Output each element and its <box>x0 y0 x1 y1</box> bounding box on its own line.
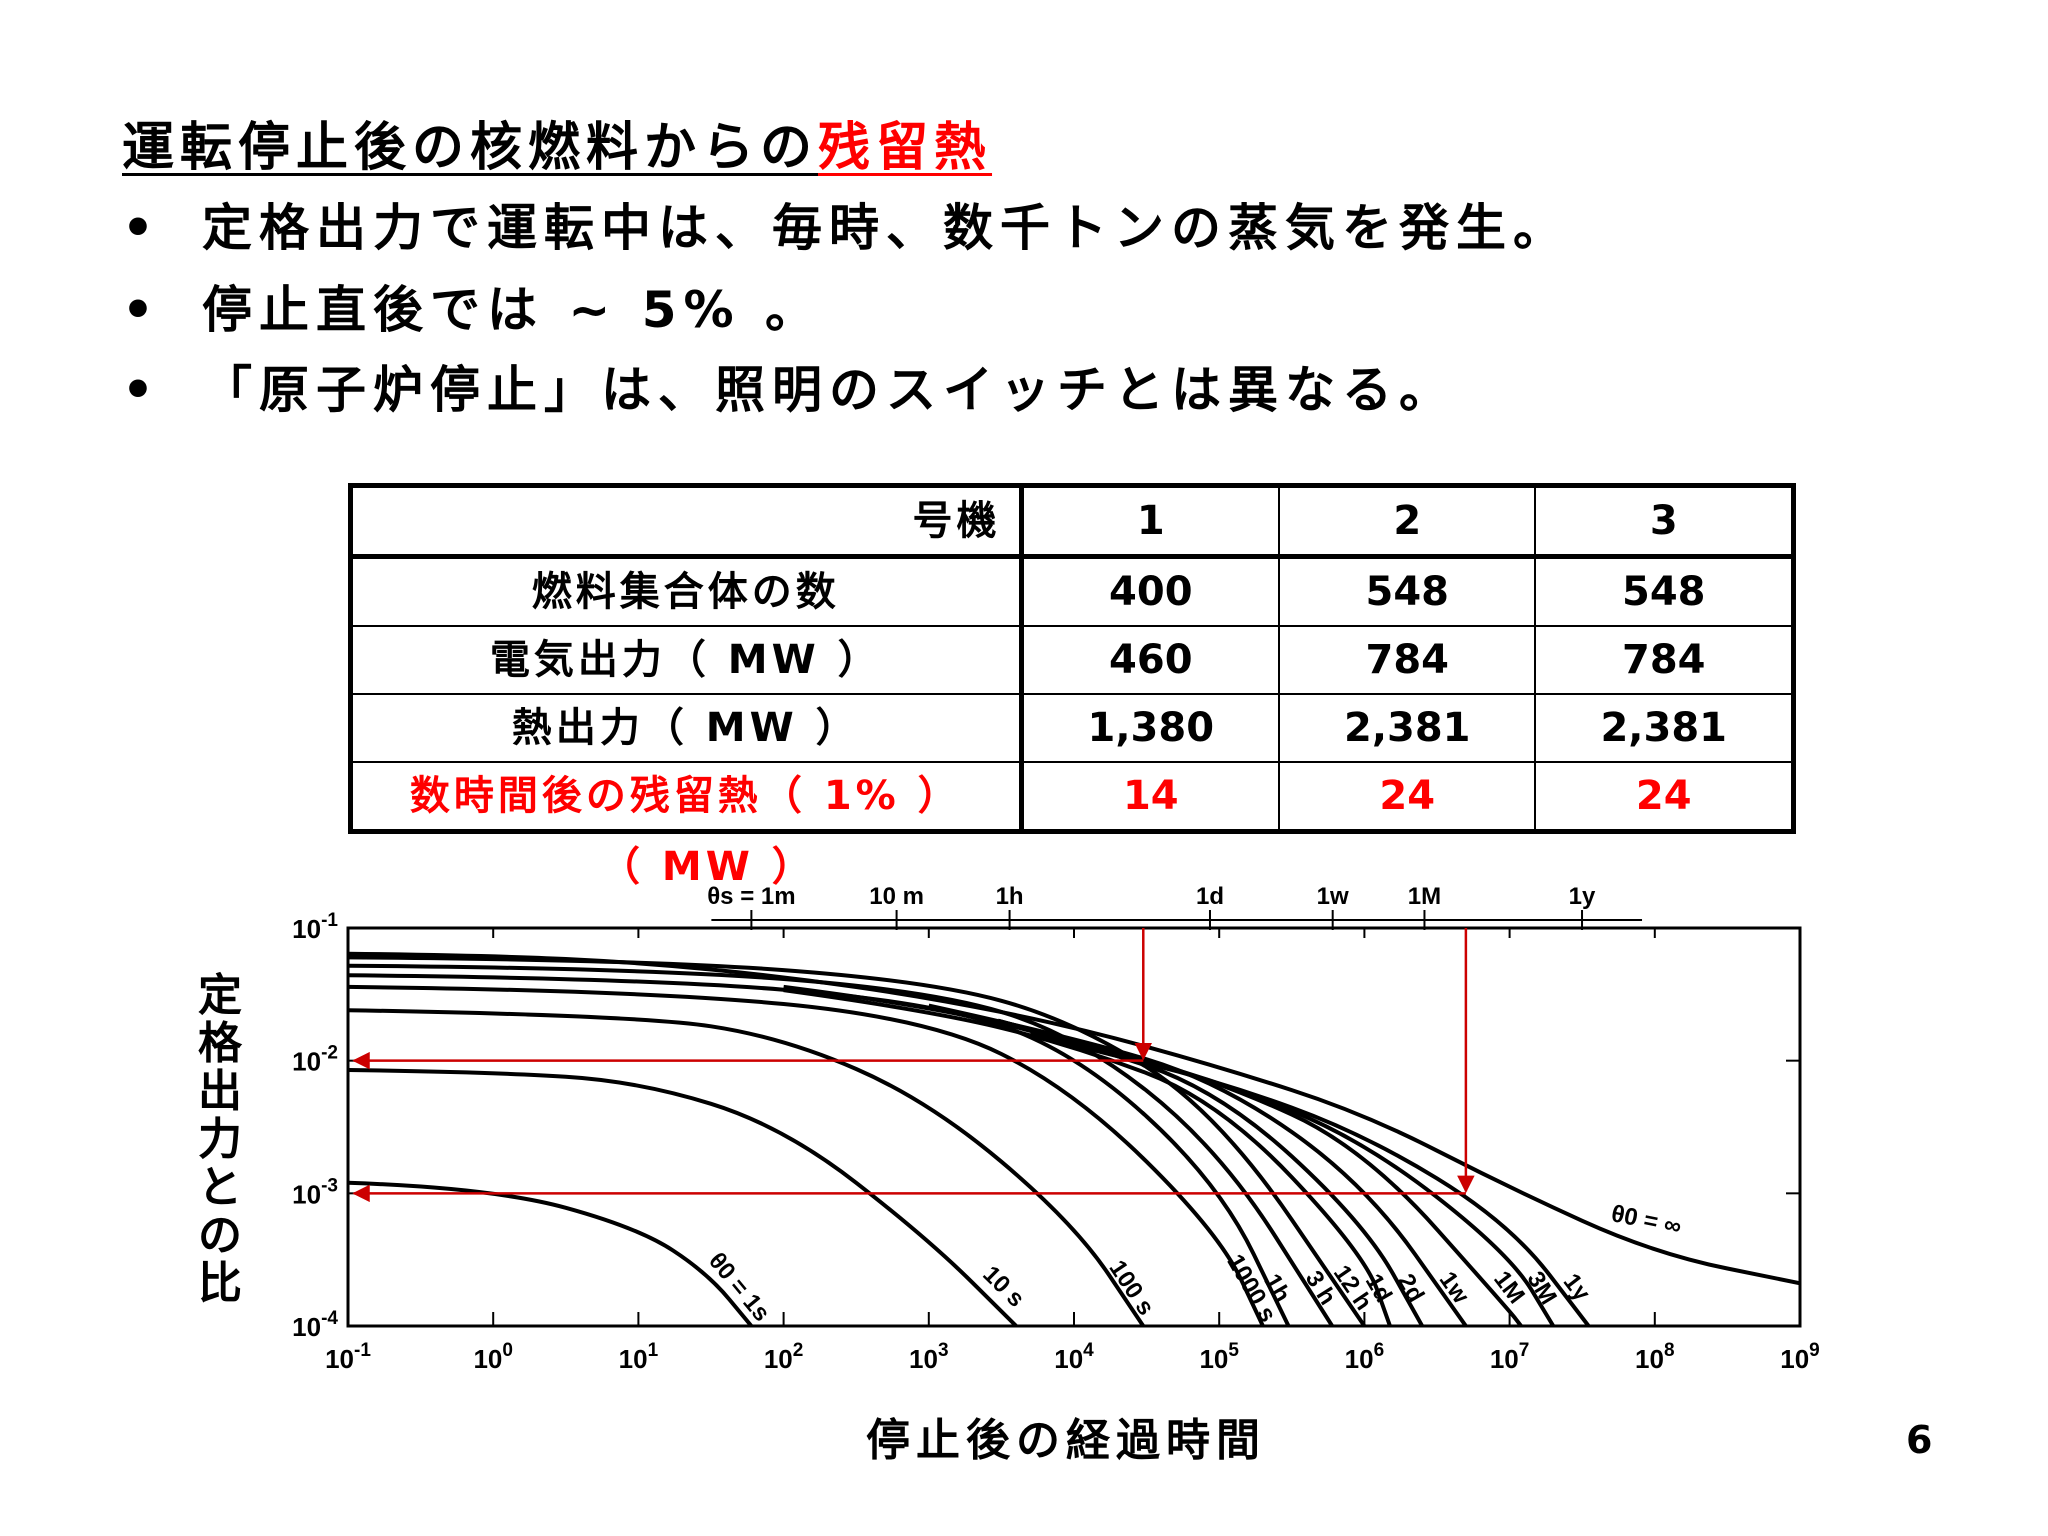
table-header-unit: 3 <box>1534 484 1795 559</box>
top-axis-label: 1M <box>1408 883 1441 910</box>
row-label-unit-line: （ MW ） <box>600 844 816 890</box>
bullet-item: • 「原子炉停止」は、照明のスイッチとは異なる。 <box>122 360 1456 420</box>
series-line <box>1029 1031 1591 1326</box>
series-label: 1w <box>1434 1267 1475 1309</box>
series-line <box>997 1018 1556 1326</box>
x-tick-label: 10-1 <box>325 1340 371 1374</box>
x-tick-label: 108 <box>1635 1340 1675 1374</box>
table-cell: 460 <box>1020 625 1281 695</box>
table-cell: 14 <box>1020 761 1281 833</box>
table-cell: 784 <box>1534 625 1795 695</box>
series-line <box>348 1068 1018 1326</box>
series-line <box>348 963 1334 1326</box>
series-line <box>783 988 1392 1326</box>
table-cell: 24 <box>1534 761 1795 833</box>
series-label: θ0 = ∞ <box>1609 1200 1684 1241</box>
row-label: 燃料集合体の数 <box>349 555 1024 627</box>
y-tick-label: 10-3 <box>292 1175 338 1209</box>
bullet-marker: • <box>122 199 154 257</box>
bullet-marker: • <box>122 281 154 339</box>
series-label: 1M <box>1488 1266 1530 1309</box>
x-tick-label: 107 <box>1490 1340 1530 1374</box>
bullet-item: • 停止直後では ~ 5% 。 <box>122 280 822 340</box>
table-cell: 2,381 <box>1534 693 1795 763</box>
x-tick-label: 105 <box>1199 1340 1239 1374</box>
table-cell: 784 <box>1278 625 1537 695</box>
table-cell: 548 <box>1534 555 1795 627</box>
x-tick-label: 106 <box>1345 1340 1385 1374</box>
plot-frame <box>346 926 1802 1328</box>
decay-heat-chart: 10-1 100 101 102 103 104 105 106 107 108 10910-110… <box>292 883 1820 1374</box>
series-label: 2d <box>1392 1269 1429 1307</box>
y-tick-label: 10-4 <box>292 1308 338 1342</box>
y-tick-label: 10-2 <box>292 1043 338 1077</box>
table-cell: 24 <box>1278 761 1537 833</box>
series-label: θ0 = 1s <box>703 1248 775 1327</box>
series-line <box>348 984 1265 1326</box>
table-row-residual-heat: 数時間後の残留熱（ 1% ） 14 24 24 <box>349 761 1795 833</box>
bullet-text: 「原子炉停止」は、照明のスイッチとは異なる。 <box>202 361 1456 419</box>
series-line <box>348 1180 753 1326</box>
table-row: 燃料集合体の数 400 548 548 <box>349 555 1795 627</box>
series-line <box>348 973 1291 1326</box>
top-axis-label: θs = 1m <box>707 883 795 910</box>
bullet-text: 定格出力で運転中は、毎時、数千トンの蒸気を発生。 <box>202 199 1570 257</box>
top-axis-label: 1h <box>996 883 1024 910</box>
x-tick-label: 100 <box>473 1340 513 1374</box>
row-label: 電気出力（ MW ） <box>349 625 1024 695</box>
bullet-text: 停止直後では ~ 5% 。 <box>202 281 823 339</box>
bullet-item: • 定格出力で運転中は、毎時、数千トンの蒸気を発生。 <box>122 198 1570 258</box>
table-header-row: 号機 1 2 3 <box>349 484 1795 559</box>
x-axis-label: 停止後の経過時間 <box>866 1415 1266 1466</box>
table-cell: 400 <box>1020 555 1281 627</box>
series-label: 100 s <box>1104 1255 1160 1320</box>
slide-title: 運転停止後の核燃料からの残留熱 <box>122 118 992 178</box>
reactor-spec-table: 号機 1 2 3 燃料集合体の数 400 548 548 電気出力（ MW ） … <box>348 483 1796 834</box>
x-tick-label: 102 <box>764 1340 804 1374</box>
slide-title-main: 運転停止後の核燃料からの <box>122 118 819 178</box>
series-label: 10 s <box>977 1261 1029 1313</box>
series-label: 3M <box>1522 1267 1562 1310</box>
table-cell: 2,381 <box>1278 693 1537 763</box>
x-tick-label: 104 <box>1054 1340 1094 1374</box>
series-label: 1y <box>1558 1269 1596 1307</box>
table-row: 電気出力（ MW ） 460 784 784 <box>349 625 1795 695</box>
x-tick-label: 103 <box>909 1340 949 1374</box>
table-header-label: 号機 <box>349 484 1024 559</box>
x-tick-label: 101 <box>619 1340 659 1374</box>
row-label: 数時間後の残留熱（ 1% ） <box>349 761 1024 833</box>
table-header-unit: 1 <box>1020 484 1281 559</box>
top-axis-label: 1y <box>1569 883 1596 910</box>
top-axis-label: 1w <box>1317 883 1349 910</box>
series-line <box>783 984 1424 1326</box>
table-cell: 1,380 <box>1020 693 1281 763</box>
table-header-unit: 2 <box>1278 484 1537 559</box>
table-row: 熱出力（ MW ） 1,380 2,381 2,381 <box>349 693 1795 763</box>
slide-title-highlight: 残留熱 <box>818 118 993 178</box>
top-axis-label: 1d <box>1196 883 1224 910</box>
row-label: 熱出力（ MW ） <box>349 693 1024 763</box>
top-axis-label: 10 m <box>869 883 924 910</box>
table-cell: 548 <box>1278 555 1537 627</box>
series-line <box>348 951 1800 1286</box>
y-axis-label: 定格出力との比 <box>198 970 242 1309</box>
page-number: 6 <box>1906 1418 1933 1462</box>
y-tick-label: 10-1 <box>292 910 338 944</box>
x-tick-label: 109 <box>1780 1340 1820 1374</box>
bullet-marker: • <box>122 361 154 419</box>
